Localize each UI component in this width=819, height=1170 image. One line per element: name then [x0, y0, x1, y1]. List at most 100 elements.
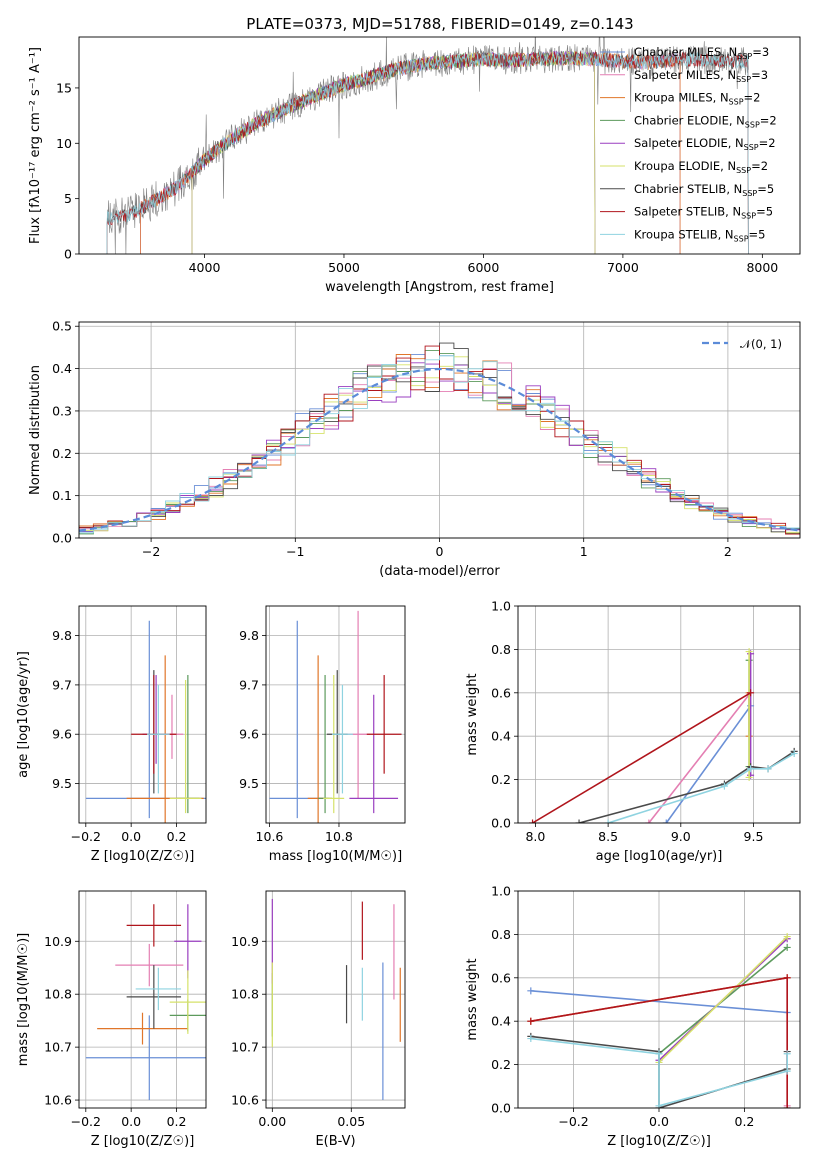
series-chabrier-miles: [662, 702, 755, 823]
y-tick-label: 0.1: [52, 488, 72, 503]
y-tick-label: 0.5: [52, 319, 72, 334]
series-point-kroupa-stelib: [764, 765, 772, 773]
panel-mass-vs-Z: −0.2 0.0 0.2 10.6 10.7 10.8 10.9 Z [log10(Z/Z☉)…: [16, 890, 207, 1149]
errorbar-kroupa-stelib: [147, 684, 170, 794]
y-tick-label: 10.6: [231, 1093, 259, 1108]
series-salpeter-stelib: [529, 689, 755, 823]
plot-area: [529, 648, 798, 823]
errorbar-kroupa-elodie: [169, 970, 206, 1034]
spectrum-legend: Chabrier MILES, NSSP=3 Salpeter MILES, NS…: [600, 45, 777, 243]
figure-title: PLATE=0373, MJD=51788, FIBERID=0149, z=0…: [246, 15, 633, 33]
y-axis-label: Flux [fλ10⁻¹⁷ erg cm⁻² s⁻¹ A⁻¹]: [28, 47, 43, 244]
series-point-salpeter-stelib: [783, 974, 791, 982]
series-point-salpeter-stelib: [529, 819, 537, 823]
x-axis-label: Z [log10(Z/Z☉)]: [91, 1134, 195, 1149]
series-point-salpeter-miles: [645, 819, 653, 823]
x-axis-label: age [log10(age/yr)]: [596, 849, 723, 864]
errorbar-salpeter-miles: [115, 943, 184, 987]
y-tick-label: 0.2: [491, 1057, 511, 1072]
series-kroupa-elodie: [745, 648, 753, 781]
x-tick-label: 0.0: [649, 1114, 669, 1129]
series-kroupa-elodie: [655, 933, 791, 1066]
plot-area: [106, 37, 749, 254]
errorbar-chabrier-elodie: [176, 675, 200, 814]
y-tick-label: 10.8: [231, 987, 259, 1002]
y-tick-label: 1.0: [491, 884, 511, 899]
x-tick-label: 0.2: [167, 829, 187, 844]
y-tick-label: 0.2: [491, 772, 511, 787]
errorbar-salpeter-stelib: [131, 675, 177, 774]
errorbar-salpeter-elodie: [349, 694, 399, 814]
x-tick-label: 4000: [189, 260, 221, 275]
spectrum-model-chabrier-miles: [140, 51, 681, 254]
axes-frame: [517, 605, 801, 824]
plot-area: [269, 610, 402, 823]
errorbar-chabrier-elodie: [318, 675, 333, 814]
errorbar-chabrier-stelib: [326, 670, 348, 794]
x-tick-label: 8000: [746, 260, 778, 275]
y-tick-label: 0.3: [52, 403, 72, 418]
y-tick-label: 1.0: [491, 599, 511, 614]
panel-age-vs-mass: 10.6 10.8 9.5 9.6 9.7 9.8 mass [log10(M/M☉)]: [239, 605, 406, 864]
y-tick-label: 10.7: [231, 1040, 259, 1055]
legend-entry-salpeter-stelib: Salpeter STELIB, NSSP=5: [634, 205, 773, 221]
y-tick-label: 10.6: [44, 1093, 72, 1108]
histogram-kroupa-stelib: [79, 355, 800, 534]
spectrum-model-kroupa-stelib: [106, 50, 749, 254]
axes-frame: [78, 890, 207, 1109]
errorbar-kroupa-elodie: [323, 675, 345, 814]
series-point-kroupa-stelib: [783, 1050, 791, 1058]
axes-frame: [78, 321, 801, 539]
errorbar-kroupa-miles: [126, 655, 204, 823]
series-point-kroupa-stelib: [527, 1035, 535, 1043]
panel-weight-vs-Z: −0.2 0.0 0.2 0.0 0.2 0.4 0.6 0.8 1.0 Z [log10(Z/Z…: [465, 884, 801, 1149]
series-point-kroupa-stelib: [655, 1050, 663, 1058]
spectrum-model-kroupa-elodie: [191, 50, 596, 254]
series-line-salpeter-stelib: [532, 692, 752, 823]
y-axis-label: Normed distribution: [28, 365, 43, 495]
y-tick-label: 0.0: [491, 816, 511, 831]
x-tick-label: 0.0: [121, 829, 141, 844]
series-point-kroupa-stelib: [790, 750, 798, 758]
series-line-chabrier-stelib: [578, 750, 795, 823]
y-tick-label: 0.6: [491, 970, 511, 985]
y-tick-label: 0.8: [491, 642, 511, 657]
y-tick-label: 10.9: [44, 934, 72, 949]
panel-age-vs-Z: −0.2 0.0 0.2 9.5 9.6 9.7 9.8 Z [log10(Z/Z☉)] age…: [16, 605, 207, 864]
spectrum-model-chabrier-elodie: [191, 51, 596, 254]
plot-area: [85, 620, 206, 823]
y-tick-label: 9.7: [239, 677, 259, 692]
x-tick-label: 8.0: [525, 829, 545, 844]
series-point-salpeter-stelib: [747, 689, 755, 697]
x-tick-label: 9.5: [744, 829, 764, 844]
errorbar-chabrier-miles: [85, 620, 206, 819]
series-point-chabrier-miles: [662, 819, 670, 823]
plot-area: [79, 342, 800, 537]
x-axis-label: Z [log10(Z/Z☉)]: [607, 1134, 711, 1149]
y-tick-label: 0.4: [491, 729, 511, 744]
legend-entry-chabrier-elodie: Chabrier ELODIE, NSSP=2: [634, 113, 777, 129]
legend-entry-salpeter-miles: Salpeter MILES, NSSP=3: [634, 68, 768, 84]
x-tick-label: 0.2: [167, 1114, 187, 1129]
x-tick-label: 0.2: [735, 1114, 755, 1129]
x-axis-label: E(B-V): [315, 1134, 355, 1149]
errorbar-kroupa-elodie: [169, 679, 202, 814]
series-point-kroupa-stelib: [604, 819, 612, 823]
axes-frame: [78, 605, 207, 824]
spectrum-model-salpeter-elodie: [191, 50, 596, 254]
series-point-kroupa-stelib: [720, 782, 728, 790]
x-tick-label: −2: [142, 544, 160, 559]
plot-area: [271, 898, 401, 1101]
x-tick-label: −0.2: [71, 1114, 101, 1129]
axes-frame: [265, 605, 406, 824]
x-tick-label: 10.6: [256, 829, 284, 844]
x-tick-label: 0.00: [258, 1114, 286, 1129]
x-tick-label: −0.2: [558, 1114, 588, 1129]
y-tick-label: 0.8: [491, 927, 511, 942]
y-tick-label: 15: [56, 80, 72, 95]
series-point-chabrier-miles: [527, 987, 535, 995]
series-line-chabrier-miles: [530, 990, 788, 1014]
x-axis-label: Z [log10(Z/Z☉)]: [91, 849, 195, 864]
